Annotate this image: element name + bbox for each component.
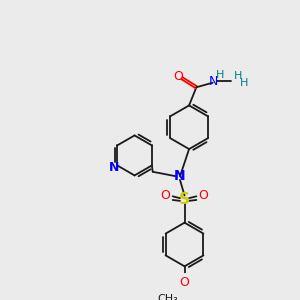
Text: H: H [216,70,224,80]
Text: CH₃: CH₃ [158,294,178,300]
Text: N: N [109,161,120,174]
Text: H: H [239,78,248,88]
Text: S: S [179,191,190,206]
Text: O: O [180,276,190,289]
Text: N: N [174,169,186,183]
Text: N: N [209,75,218,88]
Text: O: O [173,70,183,83]
Text: H: H [234,71,242,81]
Text: O: O [160,189,170,202]
Text: O: O [199,189,208,202]
